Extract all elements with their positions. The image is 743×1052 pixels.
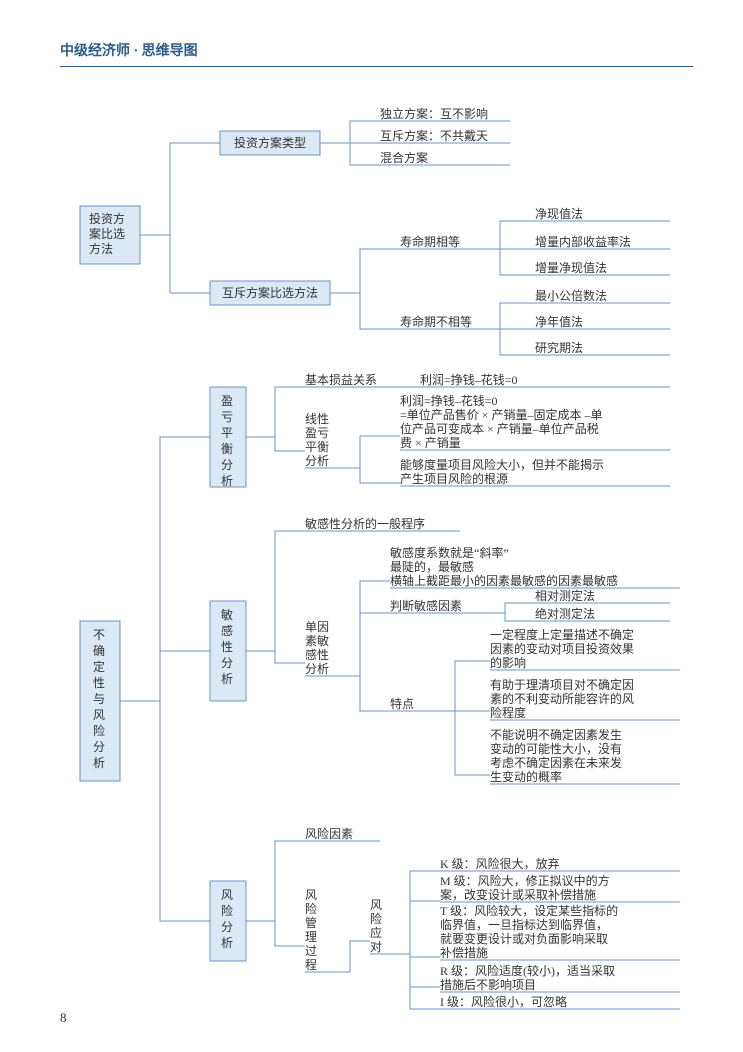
svg-text:险程度: 险程度: [490, 705, 526, 720]
svg-text:衡: 衡: [221, 442, 233, 456]
svg-text:考虑不确定因素在未来发: 考虑不确定因素在未来发: [490, 755, 622, 770]
leaf-mutex: 互斥方案：不共戴天: [380, 128, 488, 143]
label-root1-l3: 方法: [89, 241, 113, 256]
svg-text:过: 过: [305, 944, 317, 958]
svg-text:变动的可能性大小，没有: 变动的可能性大小，没有: [490, 741, 622, 756]
svg-text:一定程度上定量描述不确定: 一定程度上定量描述不确定: [490, 627, 634, 642]
page-header: 中级经济师 · 思维导图: [60, 40, 693, 67]
svg-text:因素的变动对项目投资效果: 因素的变动对项目投资效果: [490, 641, 634, 656]
svg-text:感性: 感性: [305, 647, 329, 662]
svg-text:平: 平: [221, 426, 233, 440]
svg-text:盈: 盈: [221, 394, 233, 408]
svg-text:R 级：风险适度(较小)，适当采取: R 级：风险适度(较小)，适当采取: [440, 963, 615, 978]
label-lifeeq: 寿命期相等: [400, 234, 460, 249]
mindmap-svg: 投资方 案比选 方法 投资方案类型 独立方案：互不影响 互斥方案：不共戴天 混合…: [60, 91, 693, 1031]
svg-text:敏: 敏: [221, 607, 233, 622]
svg-text:措施后不影响项目: 措施后不影响项目: [440, 977, 536, 992]
leaf-mix: 混合方案: [380, 150, 428, 165]
leaf-lcm: 最小公倍数法: [535, 288, 607, 303]
r2l8: 分: [93, 740, 105, 754]
label-root1-l2: 案比选: [89, 226, 125, 241]
leaf-rel: 相对测定法: [535, 588, 595, 603]
svg-text:分: 分: [221, 920, 233, 934]
leaf-abs: 绝对测定法: [535, 606, 595, 621]
svg-text:横轴上截距最小的因素最敏感的因素最敏感: 横轴上截距最小的因素最敏感的因素最敏感: [390, 573, 618, 588]
label-mutexmethod: 互斥方案比选方法: [222, 285, 318, 300]
svg-text:应: 应: [370, 925, 382, 940]
svg-text:=单位产品售价 × 产销量–固定成本 –单: =单位产品售价 × 产销量–固定成本 –单: [400, 407, 603, 422]
leaf-sens-proc: 敏感性分析的一般程序: [305, 516, 425, 531]
page-number: 8: [60, 1010, 67, 1026]
leaf-indep: 独立方案：互不影响: [380, 106, 488, 121]
svg-text:T 级：风险较大，设定某些指标的: T 级：风险较大，设定某些指标的: [440, 903, 618, 918]
leaf-irr: 增量内部收益率法: [535, 234, 631, 249]
svg-text:风: 风: [221, 888, 233, 902]
r2l4: 性: [93, 676, 105, 690]
leaf-incnpv: 增量净现值法: [535, 260, 607, 275]
svg-text:单因: 单因: [305, 620, 329, 634]
svg-text:管: 管: [305, 915, 317, 930]
svg-text:能够度量项目风险大小，但并不能揭示: 能够度量项目风险大小，但并不能揭示: [400, 457, 604, 472]
r2l3: 定: [93, 659, 105, 674]
svg-text:亏: 亏: [221, 410, 233, 424]
svg-text:就要变更设计或对负面影响采取: 就要变更设计或对负面影响采取: [440, 931, 608, 946]
r2l2: 确: [93, 644, 105, 658]
svg-text:M 级：风险大，修正拟议中的方: M 级：风险大，修正拟议中的方: [440, 873, 610, 888]
leaf-npv: 净现值法: [535, 206, 583, 221]
risk-i: I 级：风险很小，可忽略: [440, 994, 567, 1009]
svg-text:析: 析: [221, 474, 233, 488]
svg-text:感: 感: [221, 623, 233, 638]
r2l7: 险: [93, 723, 105, 738]
r2l1: 不: [93, 628, 105, 642]
svg-text:生变动的概率: 生变动的概率: [490, 769, 562, 784]
svg-text:案，改变设计或采取补偿措施: 案，改变设计或采取补偿措施: [440, 887, 596, 902]
svg-text:风: 风: [305, 888, 317, 902]
svg-text:临界值，一旦指标达到临界值，: 临界值，一旦指标达到临界值，: [440, 917, 608, 932]
svg-text:对: 对: [370, 940, 382, 954]
svg-text:析: 析: [221, 672, 233, 686]
svg-text:线性: 线性: [305, 412, 329, 426]
leaf-judge: 判断敏感因素: [390, 598, 462, 613]
leaf-annuity: 净年值法: [535, 314, 583, 329]
svg-text:分: 分: [221, 458, 233, 472]
svg-text:性: 性: [221, 640, 233, 654]
svg-text:盈亏: 盈亏: [305, 426, 329, 440]
svg-text:险: 险: [370, 911, 382, 926]
leaf-basic-detail: 利润=挣钱–花钱=0: [420, 372, 518, 387]
leaf-study: 研究期法: [535, 340, 583, 355]
svg-text:平衡: 平衡: [305, 440, 329, 454]
svg-text:分析: 分析: [305, 662, 329, 676]
label-lifeneq: 寿命期不相等: [400, 314, 472, 329]
svg-text:险: 险: [221, 903, 233, 918]
r2l6: 风: [93, 708, 105, 722]
svg-text:程: 程: [305, 957, 317, 972]
svg-text:分: 分: [221, 656, 233, 670]
risk-k: K 级：风险很大，放弃: [440, 856, 560, 871]
svg-text:险: 险: [305, 901, 317, 916]
svg-text:费 × 产销量: 费 × 产销量: [400, 436, 461, 450]
r2l5: 与: [93, 692, 105, 706]
leaf-features: 特点: [390, 696, 414, 711]
label-root1-l1: 投资方: [89, 211, 125, 226]
svg-text:析: 析: [221, 936, 233, 950]
label-invtype: 投资方案类型: [234, 135, 306, 150]
svg-text:利润=挣钱–花钱=0: 利润=挣钱–花钱=0: [400, 393, 498, 408]
svg-text:最陡的，最敏感: 最陡的，最敏感: [390, 559, 474, 574]
svg-text:不能说明不确定因素发生: 不能说明不确定因素发生: [490, 727, 622, 742]
svg-text:补偿措施: 补偿措施: [440, 945, 488, 960]
svg-text:素敏: 素敏: [305, 633, 329, 648]
svg-text:分析: 分析: [305, 454, 329, 468]
svg-text:理: 理: [305, 930, 317, 944]
leaf-basic: 基本损益关系: [305, 373, 377, 387]
svg-text:的影响: 的影响: [490, 655, 526, 670]
svg-text:风: 风: [370, 898, 382, 912]
svg-text:素的不利变动所能容许的风: 素的不利变动所能容许的风: [490, 691, 634, 706]
svg-text:位产品可变成本 × 产销量–单位产品税: 位产品可变成本 × 产销量–单位产品税: [400, 421, 599, 436]
r2l9: 析: [93, 756, 105, 770]
svg-text:产生项目风险的根源: 产生项目风险的根源: [400, 471, 508, 486]
svg-text:有助于理清项目对不确定因: 有助于理清项目对不确定因: [490, 677, 634, 692]
svg-text:敏感度系数就是“斜率”: 敏感度系数就是“斜率”: [390, 545, 509, 560]
leaf-riskfactor: 风险因素: [305, 826, 353, 841]
